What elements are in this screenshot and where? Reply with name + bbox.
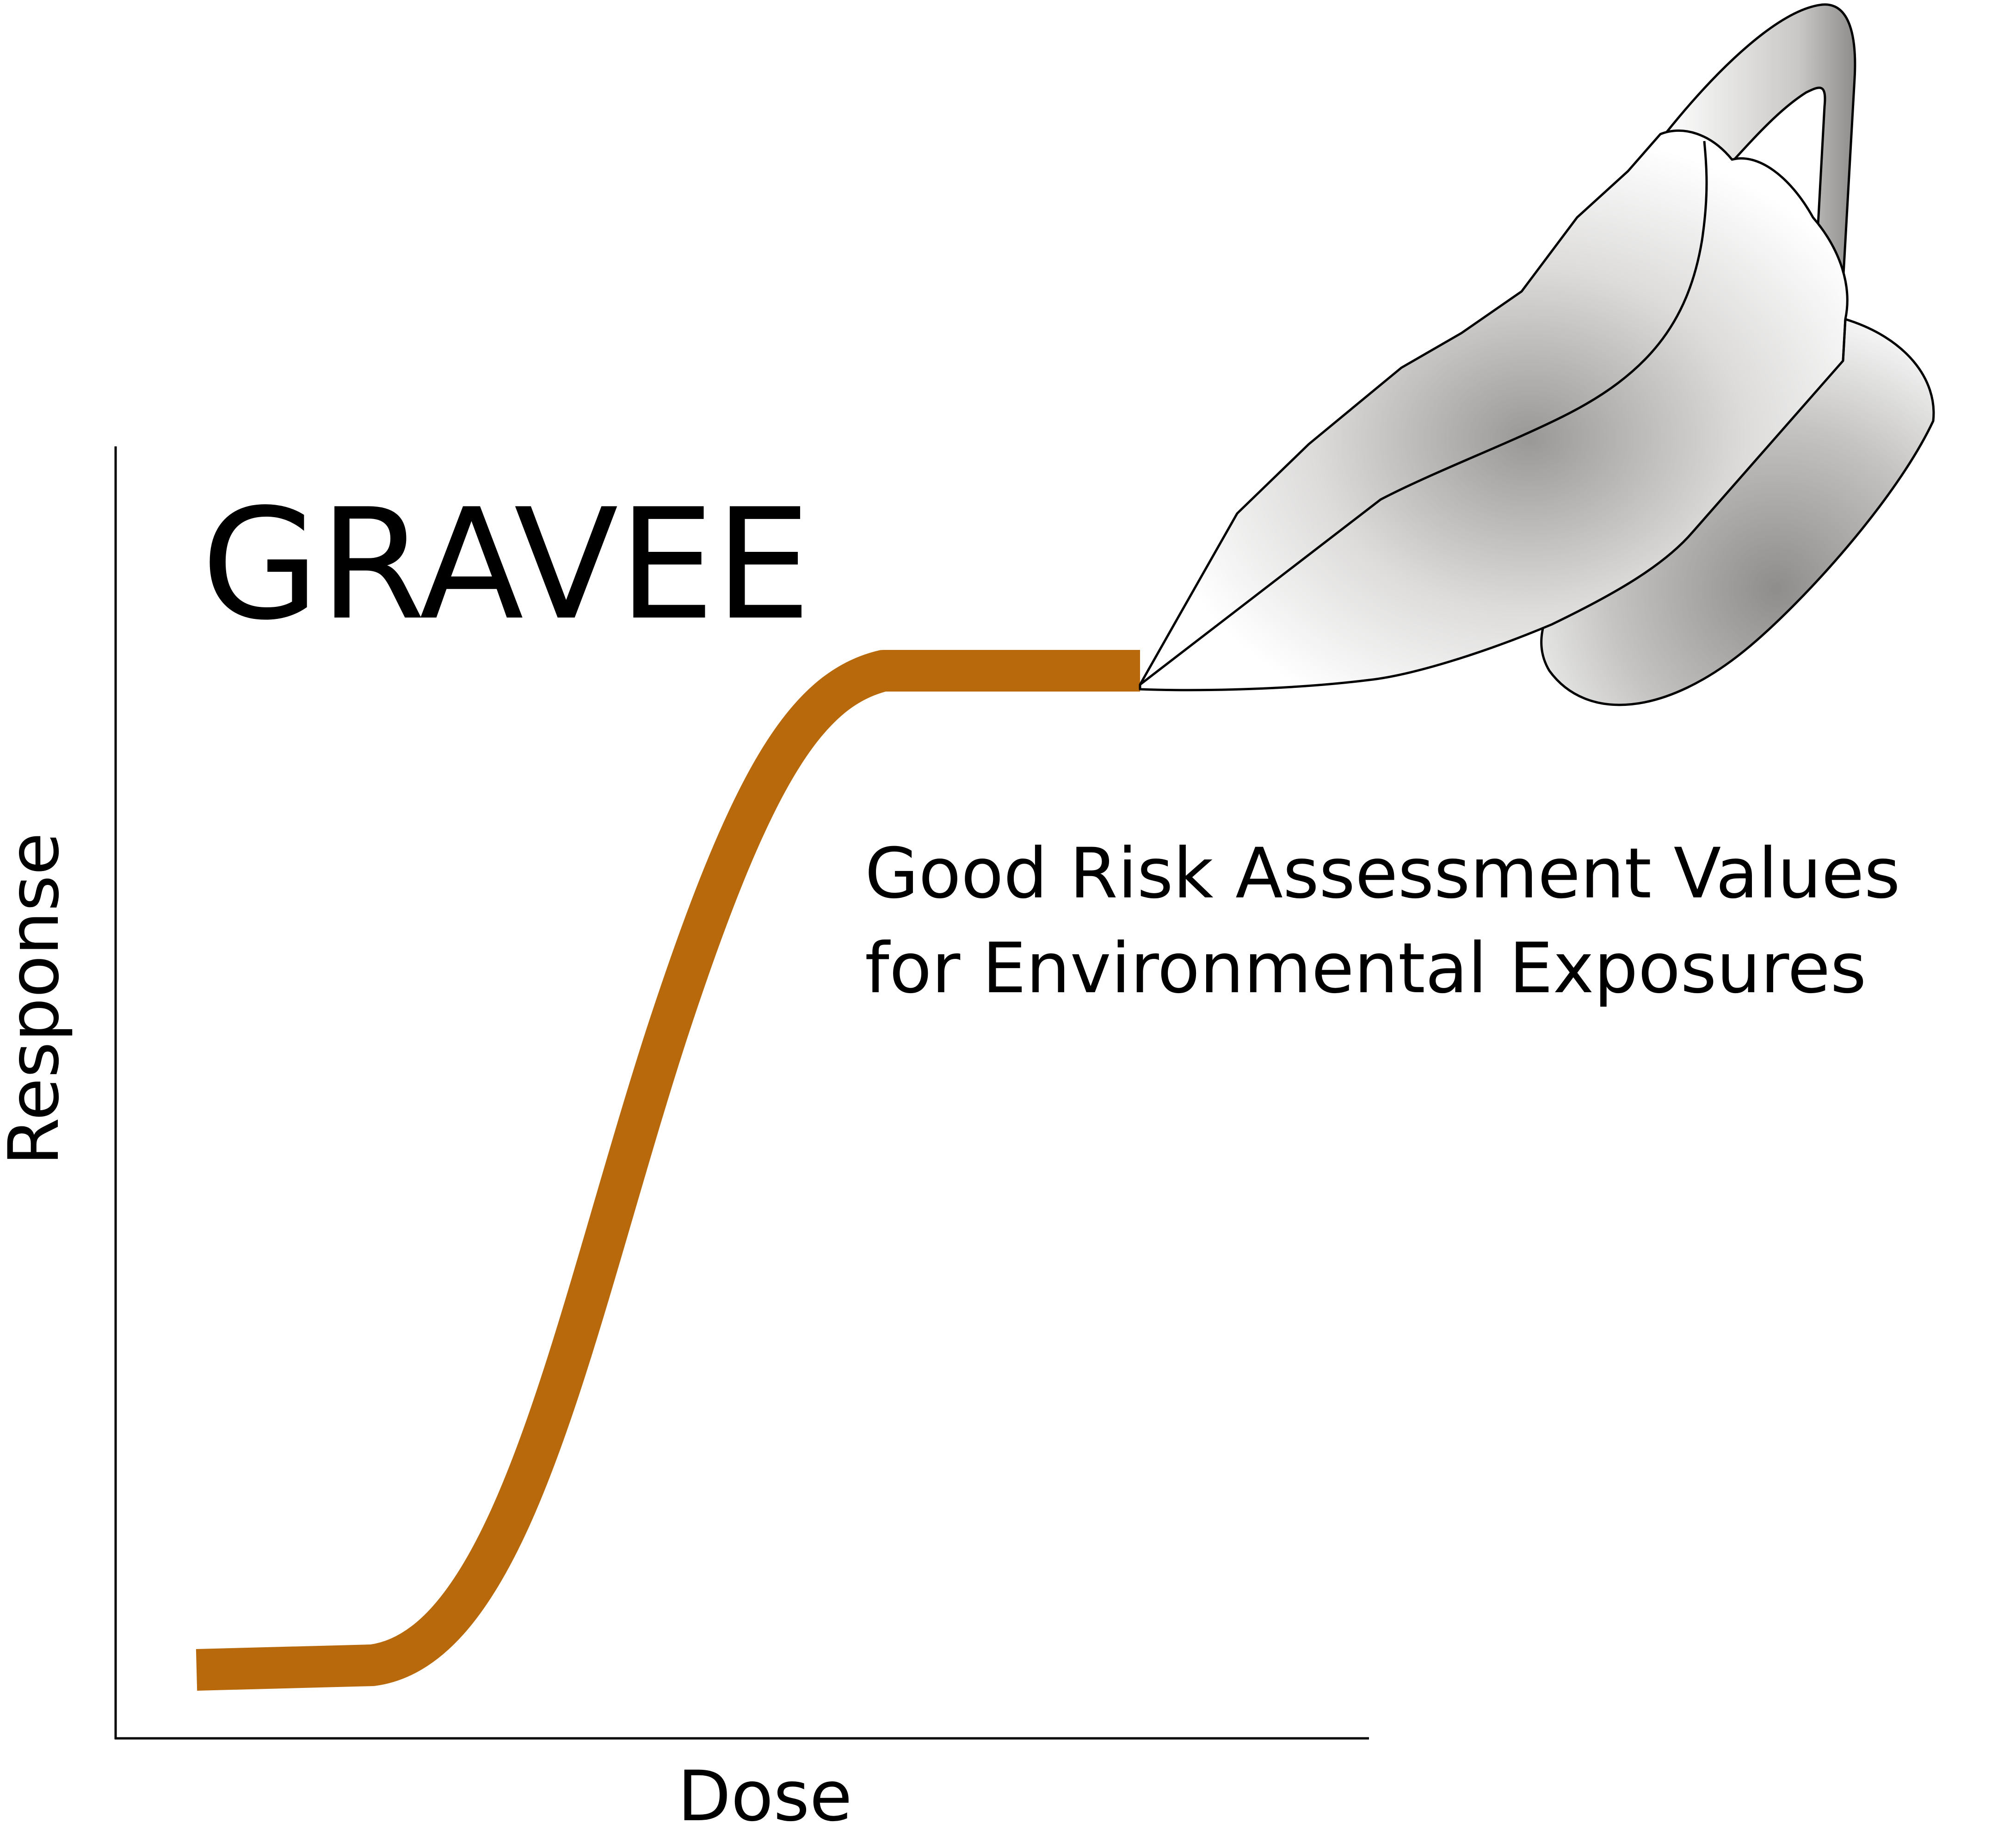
pitcher-bowl [1139,130,1849,692]
wordmark: GRAVEE [201,476,811,654]
x-axis-label: Dose [678,1756,852,1823]
pitcher-rim [1139,141,1708,686]
pitcher-spout-edge [1842,319,1847,361]
pitcher-handle [1664,3,1856,284]
dose-response-curve [196,650,1140,1691]
pitcher-base [1540,318,1935,706]
tagline-line-1: Good Risk Assessment Values [865,834,1900,914]
tagline-line-2: for Environmental Exposures [865,928,1867,1009]
chart-axes [114,446,1369,1740]
y-axis-label: Response [0,833,74,1166]
gravy-boat-icon [1139,3,1935,706]
